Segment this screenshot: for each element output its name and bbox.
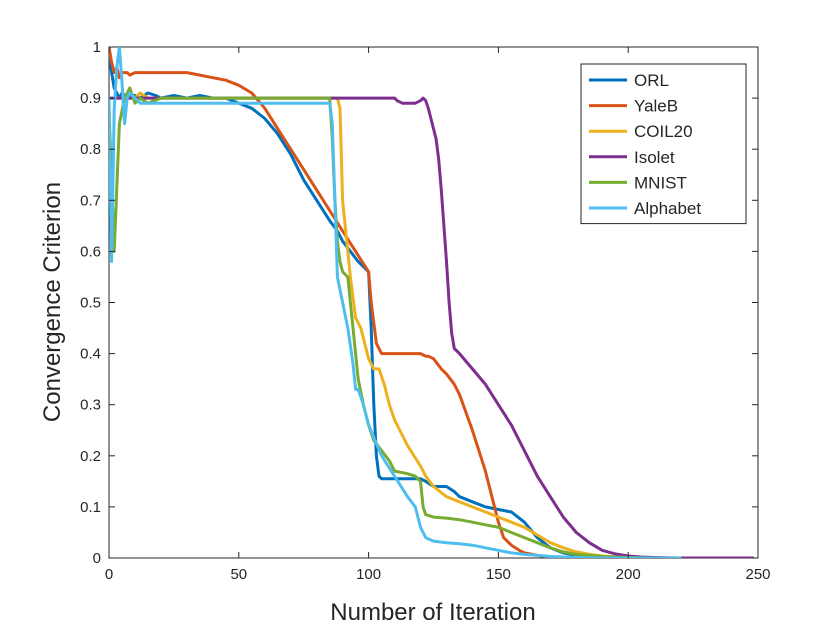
ticks: 0 50 100 150 200 250 0 0.1 0.2 0.3 0.4 0.5 0.6 0.7 0.8… (80, 39, 770, 583)
x-tick-label: 250 (745, 566, 770, 583)
y-tick-label: 0.1 (80, 499, 101, 516)
legend: ORL YaleB COIL20 Isolet MNIST Alphabet (580, 63, 747, 225)
y-tick-label: 0.9 (80, 90, 101, 107)
x-tick-label: 150 (486, 566, 511, 583)
x-tick-label: 0 (105, 566, 113, 583)
series-line-alphabet (109, 47, 682, 558)
y-tick-label: 0.4 (80, 346, 101, 363)
y-axis-label: Convergence Criterion (39, 182, 66, 422)
y-tick-label: 0.5 (80, 295, 101, 312)
y-tick-label: 0.7 (80, 192, 101, 209)
y-tick-label: 0 (93, 550, 101, 567)
x-tick-label: 200 (616, 566, 641, 583)
plot-lines (109, 47, 755, 558)
y-tick-label: 0.8 (80, 141, 101, 158)
legend-label-coil20: COIL20 (634, 122, 693, 141)
legend-box (580, 63, 747, 225)
y-tick-label: 1 (93, 39, 101, 56)
legend-label-mnist: MNIST (634, 173, 687, 192)
x-tick-label: 50 (230, 566, 247, 583)
y-tick-label: 0.6 (80, 243, 101, 260)
legend-label-alphabet: Alphabet (634, 199, 701, 218)
x-tick-label: 100 (356, 566, 381, 583)
series-line-yaleb (109, 47, 578, 558)
legend-label-isolet: Isolet (634, 148, 675, 167)
y-tick-label: 0.3 (80, 397, 101, 414)
x-axis-label: Number of Iteration (330, 599, 535, 626)
legend-label-orl: ORL (634, 71, 669, 90)
legend-label-yaleb: YaleB (634, 97, 678, 116)
y-tick-label: 0.2 (80, 448, 101, 465)
